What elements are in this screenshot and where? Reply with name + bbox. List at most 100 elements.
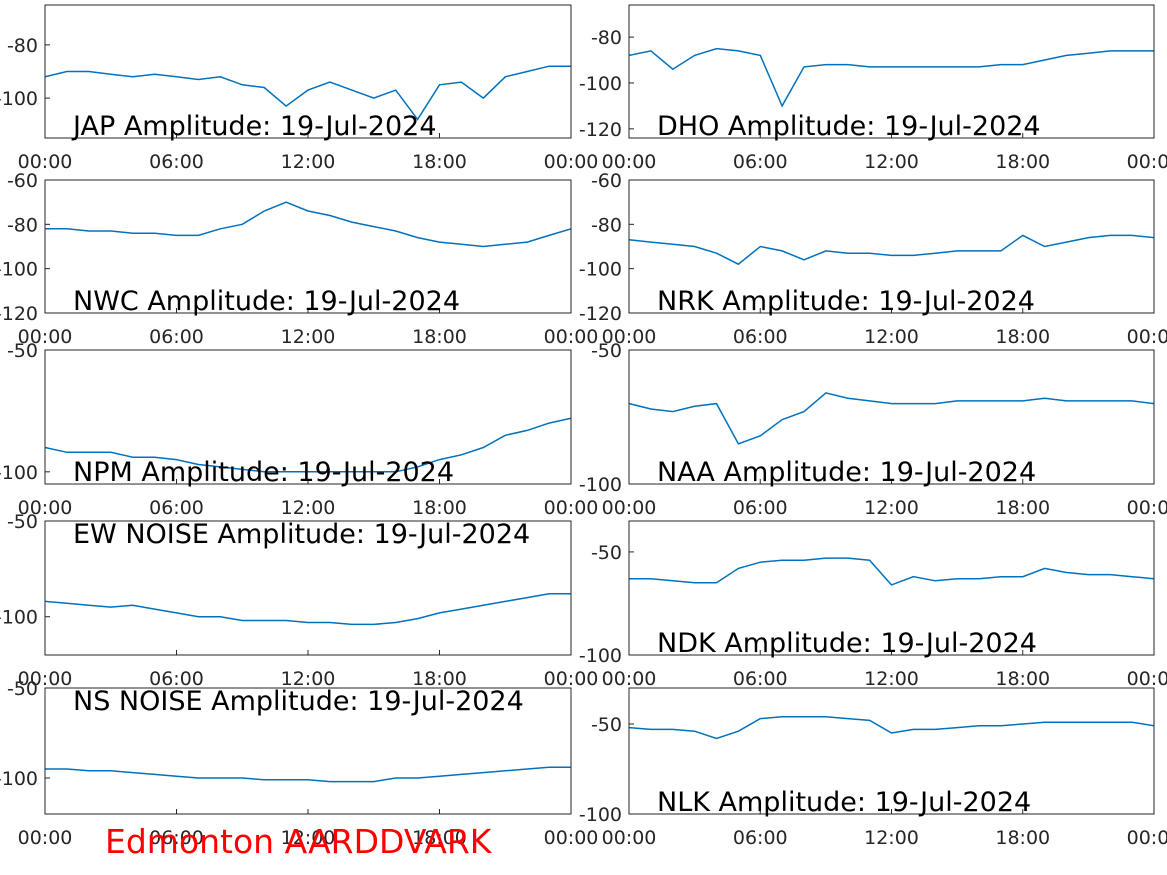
x-tick-label: 18:00 — [412, 326, 467, 348]
data-line — [45, 201, 571, 248]
y-tick-label: -80 — [591, 214, 622, 236]
x-tick-label: 00:00 — [544, 326, 599, 348]
x-tick-label: 12:00 — [281, 668, 336, 690]
x-tick-label: 18:00 — [995, 151, 1050, 173]
x-tick-label: 12:00 — [864, 668, 919, 690]
footer: Edmonton AARDDVARK — [105, 822, 493, 861]
x-tick-label: 06:00 — [149, 151, 204, 173]
x-tick-label: 00:00 — [1127, 668, 1167, 690]
panel-title: NS NOISE Amplitude: 19-Jul-2024 — [73, 686, 524, 717]
y-tick-label: -100 — [0, 88, 38, 110]
x-tick-label: 18:00 — [412, 497, 467, 519]
y-tick-label: -60 — [591, 170, 622, 192]
y-tick-label: -120 — [579, 119, 622, 141]
x-tick-label: 00:00 — [602, 497, 657, 519]
panel-title: DHO Amplitude: 19-Jul-2024 — [657, 111, 1041, 142]
y-tick-label: -100 — [0, 607, 38, 629]
axes-background — [629, 5, 1154, 138]
x-tick-label: 06:00 — [733, 497, 788, 519]
x-tick-label: 18:00 — [412, 668, 467, 690]
axes-background — [45, 5, 571, 138]
y-tick-label: -80 — [7, 214, 38, 236]
axes-background — [629, 180, 1154, 313]
y-tick-label: -100 — [579, 73, 622, 95]
x-tick-label: 06:00 — [733, 151, 788, 173]
x-tick-label: 06:00 — [149, 497, 204, 519]
x-tick-label: 00:00 — [544, 497, 599, 519]
y-tick-label: -80 — [7, 35, 38, 57]
data-line — [45, 65, 571, 121]
y-tick-label: -100 — [579, 474, 622, 496]
x-tick-label: 06:00 — [149, 668, 204, 690]
data-line — [629, 47, 1154, 108]
y-tick-label: -50 — [591, 714, 622, 736]
axes-background — [629, 350, 1154, 484]
x-tick-label: 18:00 — [412, 827, 467, 849]
axes-background — [629, 688, 1154, 814]
x-tick-label: 00:00 — [18, 668, 73, 690]
x-tick-label: 06:00 — [733, 326, 788, 348]
x-tick-label: 06:00 — [149, 827, 204, 849]
panel-title: NRK Amplitude: 19-Jul-2024 — [657, 286, 1035, 317]
x-tick-label: 00:00 — [18, 326, 73, 348]
y-tick-label: -100 — [0, 768, 38, 790]
x-tick-label: 06:00 — [733, 668, 788, 690]
axes-background — [45, 688, 571, 814]
x-tick-label: 00:00 — [602, 151, 657, 173]
x-tick-label: 18:00 — [995, 497, 1050, 519]
y-tick-label: -100 — [579, 804, 622, 826]
y-tick-label: -100 — [579, 645, 622, 667]
data-line — [45, 766, 571, 783]
x-tick-label: 06:00 — [733, 827, 788, 849]
x-tick-label: 00:00 — [544, 151, 599, 173]
y-tick-label: -120 — [0, 303, 38, 325]
y-tick-label: -100 — [0, 462, 38, 484]
y-tick-label: -100 — [579, 259, 622, 281]
axes-background — [45, 350, 571, 484]
x-tick-label: 00:00 — [1127, 326, 1167, 348]
panel-title: EW NOISE Amplitude: 19-Jul-2024 — [73, 519, 530, 550]
x-tick-label: 18:00 — [995, 668, 1050, 690]
x-tick-label: 12:00 — [864, 151, 919, 173]
x-tick-label: 00:00 — [602, 827, 657, 849]
y-tick-label: -80 — [591, 27, 622, 49]
y-tick-label: -50 — [591, 340, 622, 362]
x-tick-label: 18:00 — [995, 326, 1050, 348]
x-tick-label: 18:00 — [412, 151, 467, 173]
x-tick-label: 00:00 — [18, 151, 73, 173]
x-tick-label: 12:00 — [281, 497, 336, 519]
x-tick-label: 00:00 — [1127, 827, 1167, 849]
y-tick-label: -50 — [591, 542, 622, 564]
x-tick-label: 00:00 — [1127, 151, 1167, 173]
x-tick-label: 12:00 — [281, 151, 336, 173]
data-line — [629, 716, 1154, 740]
x-tick-label: 00:00 — [18, 497, 73, 519]
y-tick-label: -60 — [7, 170, 38, 192]
x-tick-label: 00:00 — [1127, 497, 1167, 519]
x-tick-label: 12:00 — [864, 827, 919, 849]
x-tick-label: 12:00 — [864, 497, 919, 519]
x-tick-label: 00:00 — [602, 326, 657, 348]
y-tick-label: -50 — [7, 511, 38, 533]
panel-title: NDK Amplitude: 19-Jul-2024 — [657, 628, 1037, 659]
panel-title: NPM Amplitude: 19-Jul-2024 — [73, 457, 454, 488]
y-tick-label: -100 — [0, 259, 38, 281]
data-line — [629, 557, 1154, 586]
data-line — [45, 592, 571, 626]
panel-title: NWC Amplitude: 19-Jul-2024 — [73, 286, 460, 317]
data-line — [45, 417, 571, 473]
y-tick-label: -50 — [7, 340, 38, 362]
axes-background — [45, 521, 571, 655]
x-tick-label: 00:00 — [18, 827, 73, 849]
x-tick-label: 00:00 — [544, 827, 599, 849]
x-tick-label: 12:00 — [281, 827, 336, 849]
y-tick-label: -120 — [579, 303, 622, 325]
panel-title: NLK Amplitude: 19-Jul-2024 — [657, 787, 1031, 818]
panel-title: JAP Amplitude: 19-Jul-2024 — [71, 111, 437, 142]
data-line — [629, 392, 1154, 445]
x-tick-label: 12:00 — [864, 326, 919, 348]
axes-background — [629, 521, 1154, 655]
data-line — [629, 234, 1154, 266]
x-tick-label: 00:00 — [544, 668, 599, 690]
